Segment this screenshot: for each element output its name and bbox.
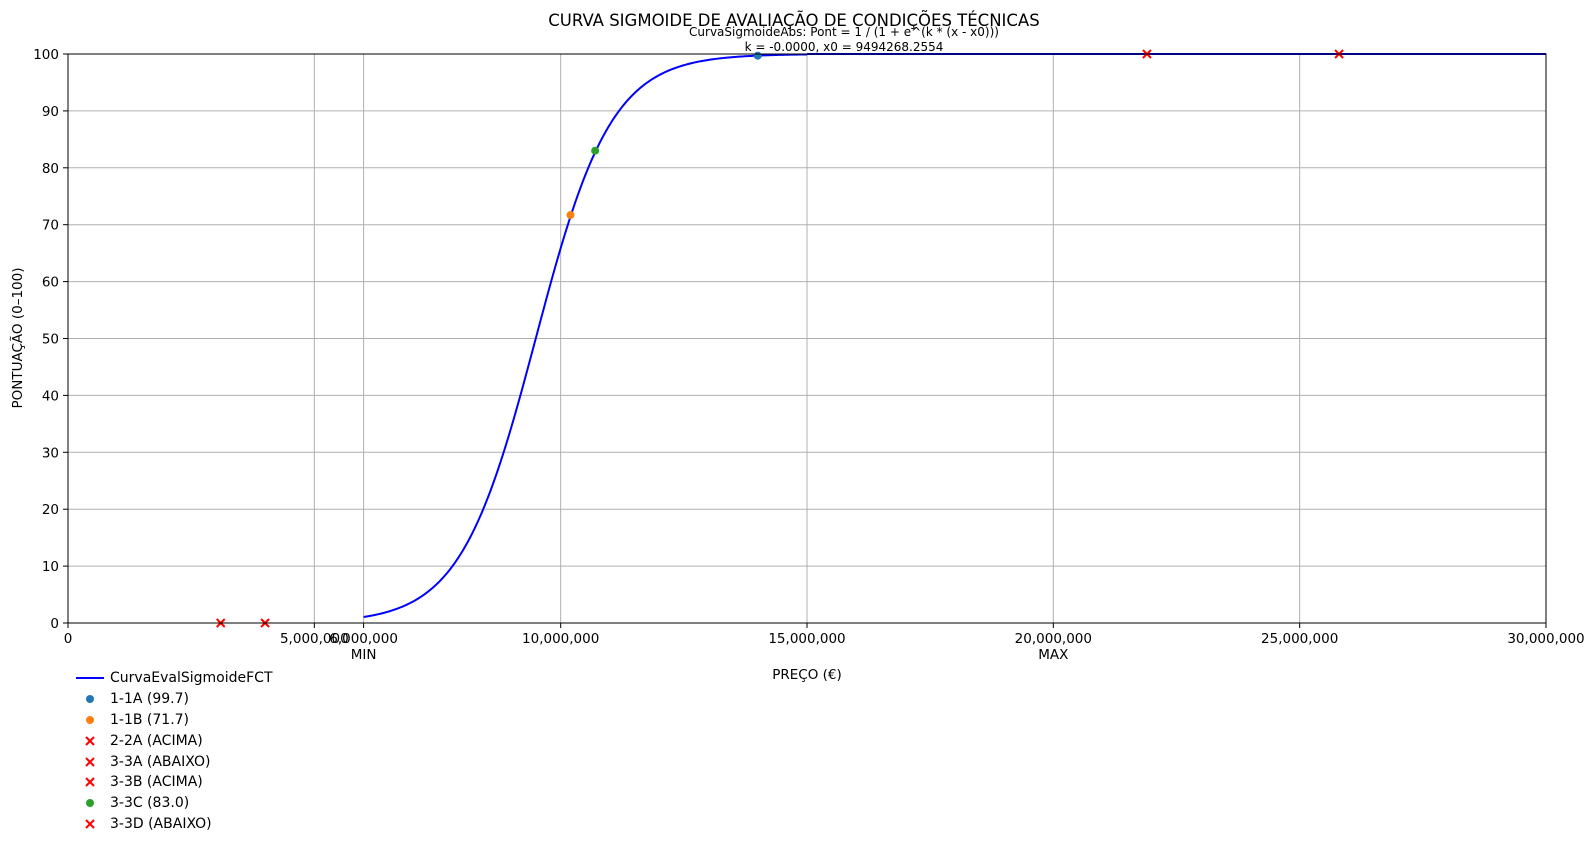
chart-subtitle-line1: CurvaSigmoideAbs: Pont = 1 / (1 + e^(k *…	[689, 25, 999, 39]
legend-marker	[70, 668, 110, 688]
data-point-3-3C	[591, 146, 600, 155]
x-annotation-label: MAX	[1038, 647, 1068, 663]
y-tick-label: 40	[42, 388, 59, 404]
y-tick-label: 60	[42, 275, 59, 291]
y-tick-label: 90	[42, 104, 59, 120]
y-tick-label: 50	[42, 332, 59, 348]
legend-label: 1-1A (99.7)	[110, 691, 189, 708]
chart-subtitle-line2: k = -0.0000, x0 = 9494268.2554	[745, 40, 944, 54]
x-axis-label: PREÇO (€)	[772, 667, 842, 683]
y-tick-label: 20	[42, 502, 59, 518]
legend-item: CurvaEvalSigmoideFCT	[70, 668, 273, 689]
data-points	[216, 49, 1344, 628]
legend-label: 3-3A (ABAIXO)	[110, 753, 211, 770]
legend-marker	[70, 752, 110, 772]
x-tick-label: 15,000,000	[768, 631, 845, 647]
legend-label: 3-3D (ABAIXO)	[110, 815, 212, 832]
legend-item: 3-3C (83.0)	[70, 793, 273, 814]
y-tick-label: 10	[42, 559, 59, 575]
legend-item: 3-3D (ABAIXO)	[70, 814, 273, 835]
x-tick-label: 10,000,000	[522, 631, 599, 647]
x-tick-label: 30,000,000	[1507, 631, 1584, 647]
x-annotation-label: MIN	[351, 647, 377, 663]
data-point-1-1B	[566, 211, 575, 220]
sigmoid-curve	[363, 53, 808, 618]
curve-layer	[363, 53, 1546, 618]
legend-item: 1-1B (71.7)	[70, 710, 273, 731]
legend-label: CurvaEvalSigmoideFCT	[110, 670, 273, 687]
legend-item: 1-1A (99.7)	[70, 689, 273, 710]
legend-label: 1-1B (71.7)	[110, 711, 190, 728]
legend-marker	[70, 814, 110, 834]
data-point-1-1A	[753, 51, 762, 60]
legend-item: 3-3B (ACIMA)	[70, 772, 273, 793]
x-tick-label: 25,000,000	[1261, 631, 1338, 647]
y-tick-label: 70	[42, 218, 59, 234]
chart-title: CURVA SIGMOIDE DE AVALIAÇÃO DE CONDIÇÕES…	[548, 11, 1039, 30]
grid	[67, 53, 1547, 624]
legend-marker	[70, 793, 110, 813]
legend-marker	[70, 689, 110, 709]
y-axis-label: PONTUAÇÃO (0–100)	[9, 268, 26, 409]
legend: CurvaEvalSigmoideFCT 1-1A (99.7) 1-1B (71.…	[70, 668, 273, 834]
x-tick-label: 5,000,000	[280, 631, 349, 647]
legend-marker	[70, 710, 110, 730]
legend-item: 2-2A (ACIMA)	[70, 730, 273, 751]
legend-label: 3-3C (83.0)	[110, 795, 190, 812]
y-tick-label: 0	[50, 616, 59, 632]
y-tick-label: 80	[42, 161, 59, 177]
legend-marker	[70, 772, 110, 792]
y-tick-label: 30	[42, 445, 59, 461]
legend-label: 3-3B (ACIMA)	[110, 774, 203, 791]
x-tick-label: 6,000,000	[329, 631, 398, 647]
x-tick-label: 0	[64, 631, 73, 647]
x-tick-label: 20,000,000	[1015, 631, 1092, 647]
legend-label: 2-2A (ACIMA)	[110, 732, 203, 749]
legend-marker	[70, 731, 110, 751]
legend-item: 3-3A (ABAIXO)	[70, 751, 273, 772]
y-tick-label: 100	[33, 47, 59, 63]
